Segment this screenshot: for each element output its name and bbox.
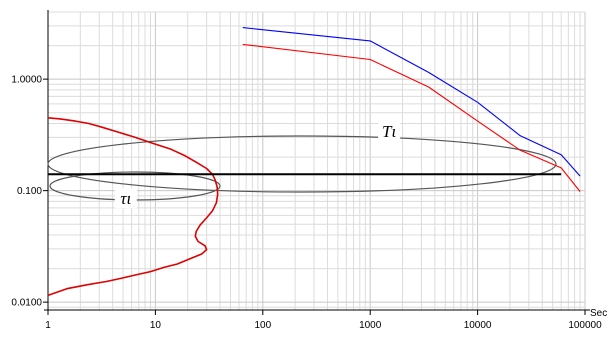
x-tick-label: 1 bbox=[45, 320, 51, 331]
x-tick-label: 100000 bbox=[568, 320, 602, 331]
x-unit-label: Sec bbox=[590, 308, 607, 319]
x-tick-label: 100 bbox=[254, 320, 271, 331]
series-line-3 bbox=[47, 117, 219, 297]
axes bbox=[43, 10, 590, 315]
series-line-2 bbox=[242, 43, 581, 192]
grid-lines bbox=[47, 11, 586, 310]
series-lines bbox=[47, 27, 581, 297]
y-tick-label: 0.0100 bbox=[11, 298, 42, 309]
annotation-label-bg bbox=[378, 120, 401, 141]
series-line-1 bbox=[242, 27, 581, 177]
annotation-label-bg bbox=[114, 188, 137, 209]
annotation-labels: Tι τι bbox=[114, 120, 401, 209]
x-tick-label: 1000 bbox=[359, 320, 382, 331]
annotation-label: Tι bbox=[382, 122, 396, 141]
x-tick-label: 10000 bbox=[464, 320, 492, 331]
large-annotation-ellipse bbox=[47, 135, 557, 193]
annotation-label: τι bbox=[120, 189, 131, 208]
y-tick-label: 1.0000 bbox=[11, 75, 42, 86]
y-tick-label: 0.100 bbox=[17, 186, 42, 197]
x-tick-label: 10 bbox=[150, 320, 162, 331]
